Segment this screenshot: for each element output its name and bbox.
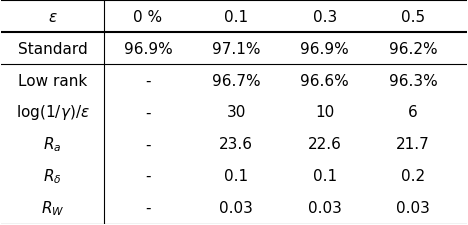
Text: $R_W$: $R_W$ (41, 198, 64, 217)
Text: $\epsilon$: $\epsilon$ (48, 10, 58, 25)
Text: 0.1: 0.1 (313, 169, 337, 183)
Text: -: - (145, 137, 151, 152)
Text: -: - (145, 169, 151, 183)
Text: 23.6: 23.6 (219, 137, 253, 152)
Text: 0.03: 0.03 (308, 200, 342, 215)
Text: 0.1: 0.1 (224, 169, 249, 183)
Text: Standard: Standard (18, 42, 88, 56)
Text: 0.5: 0.5 (401, 10, 425, 25)
Text: 0.2: 0.2 (401, 169, 425, 183)
Text: 96.2%: 96.2% (389, 42, 438, 56)
Text: -: - (145, 200, 151, 215)
Text: Low rank: Low rank (18, 73, 87, 88)
Text: 96.7%: 96.7% (212, 73, 261, 88)
Text: $R_a$: $R_a$ (44, 135, 62, 153)
Text: 96.6%: 96.6% (300, 73, 349, 88)
Text: 96.9%: 96.9% (124, 42, 172, 56)
Text: 0.1: 0.1 (224, 10, 249, 25)
Text: 30: 30 (227, 105, 246, 120)
Text: 0.03: 0.03 (219, 200, 253, 215)
Text: 0 %: 0 % (133, 10, 162, 25)
Text: -: - (145, 105, 151, 120)
Text: $R_\delta$: $R_\delta$ (43, 167, 62, 185)
Text: 6: 6 (408, 105, 418, 120)
Text: 96.9%: 96.9% (300, 42, 349, 56)
Text: -: - (145, 73, 151, 88)
Text: 10: 10 (315, 105, 334, 120)
Text: 21.7: 21.7 (396, 137, 430, 152)
Text: 22.6: 22.6 (308, 137, 342, 152)
Text: $\log(1/\gamma)/\epsilon$: $\log(1/\gamma)/\epsilon$ (15, 103, 89, 122)
Text: 0.03: 0.03 (396, 200, 430, 215)
Text: 96.3%: 96.3% (389, 73, 438, 88)
Text: 0.3: 0.3 (313, 10, 337, 25)
Text: 97.1%: 97.1% (212, 42, 261, 56)
